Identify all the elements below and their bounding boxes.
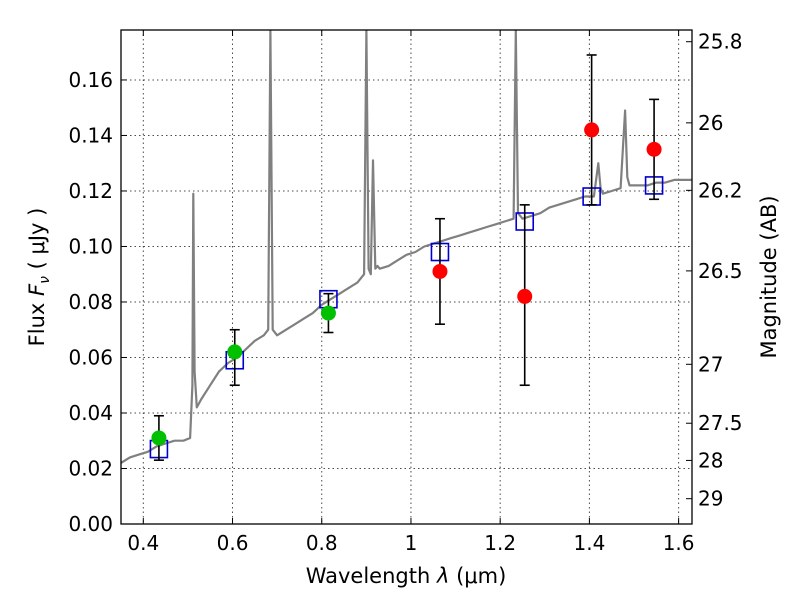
axis-ticks: 0.4 0.6 0.8 1 1.2 1.4 1.6 0.00 0.02 0.04 0.06 0.08 0… — [68, 30, 742, 555]
y-tick-label: 0.00 — [68, 512, 113, 536]
y-tick-label: 0.08 — [68, 290, 113, 314]
observed-data-point — [227, 344, 243, 360]
observed-data-point — [517, 288, 533, 304]
x-tick-label: 0.8 — [306, 531, 338, 555]
x-axis-label: Wavelength λ (μm) — [306, 564, 507, 588]
y2-tick-label: 25.8 — [698, 30, 743, 54]
y2-tick-label: 27.5 — [698, 411, 743, 435]
y2-axis-label: Magnitude (AB) — [757, 195, 781, 358]
observed-data-point — [584, 122, 600, 138]
y-tick-label: 0.12 — [68, 179, 113, 203]
y-tick-label: 0.14 — [68, 123, 113, 147]
x-tick-label: 0.4 — [127, 531, 159, 555]
y-tick-label: 0.06 — [68, 345, 113, 369]
x-tick-label: 1 — [405, 531, 418, 555]
y2-tick-label: 27 — [698, 352, 723, 376]
y2-tick-label: 26.5 — [698, 259, 743, 283]
observed-data-point — [320, 305, 336, 321]
plot-frame — [120, 29, 693, 525]
y-tick-label: 0.04 — [68, 401, 113, 425]
y-tick-label: 0.02 — [68, 456, 113, 480]
observed-data-point — [646, 141, 662, 157]
x-tick-label: 0.6 — [217, 531, 249, 555]
y2-tick-label: 28 — [698, 448, 723, 472]
x-tick-label: 1.4 — [573, 531, 605, 555]
observed-data-point — [432, 263, 448, 279]
x-tick-label: 1.6 — [663, 531, 695, 555]
y2-tick-label: 26 — [698, 111, 723, 135]
observed-data-point — [151, 430, 167, 446]
model-spectrum-line — [121, 30, 692, 464]
y-tick-label: 0.16 — [68, 68, 113, 92]
plot-area — [121, 30, 692, 464]
y2-tick-label: 29 — [698, 487, 723, 511]
y-tick-label: 0.10 — [68, 234, 113, 258]
y-axis-label: Flux Fν ( μJy ) — [25, 208, 53, 347]
y2-tick-label: 26.2 — [698, 178, 743, 202]
x-tick-label: 1.2 — [484, 531, 516, 555]
grid-lines — [121, 30, 692, 524]
